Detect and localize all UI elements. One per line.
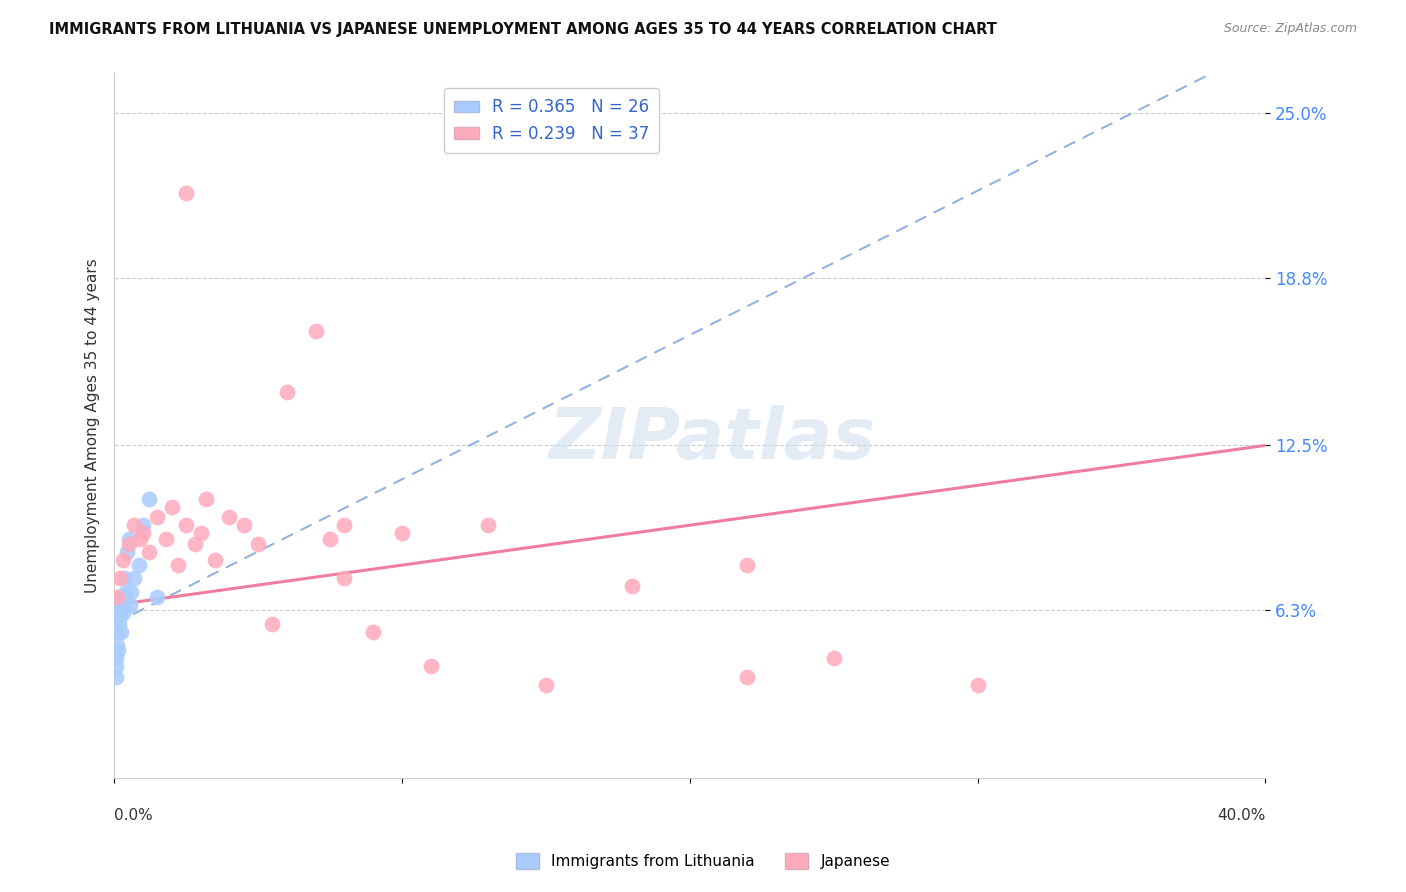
Point [174, 518, 197, 533]
Point [112, 571, 135, 585]
Point [105, 651, 128, 665]
Point [132, 526, 155, 541]
Point [117, 537, 139, 551]
Point [124, 571, 146, 585]
Point [146, 510, 169, 524]
Point [111, 598, 134, 612]
Point [184, 537, 207, 551]
Point [132, 518, 155, 533]
Point [107, 611, 129, 625]
Point [112, 590, 135, 604]
Point [111, 606, 134, 620]
Point [128, 558, 150, 573]
Point [204, 553, 226, 567]
Text: Source: ZipAtlas.com: Source: ZipAtlas.com [1223, 22, 1357, 36]
Text: 0.0%: 0.0% [114, 808, 153, 823]
Point [107, 643, 129, 657]
Point [737, 670, 759, 684]
Point [966, 678, 988, 692]
Point [190, 526, 212, 541]
Point [110, 590, 132, 604]
Point [195, 491, 218, 506]
Point [118, 598, 141, 612]
Point [107, 624, 129, 639]
Text: 40.0%: 40.0% [1218, 808, 1265, 823]
Point [823, 651, 845, 665]
Point [129, 532, 152, 546]
Point [114, 584, 136, 599]
Point [108, 616, 131, 631]
Point [218, 510, 240, 524]
Point [146, 590, 169, 604]
Point [737, 558, 759, 573]
Point [305, 324, 328, 338]
Point [247, 537, 270, 551]
Point [117, 532, 139, 546]
Point [333, 518, 356, 533]
Point [104, 659, 127, 673]
Point [166, 558, 188, 573]
Point [115, 545, 138, 559]
Point [105, 638, 128, 652]
Point [319, 532, 342, 546]
Text: ZIPatlas: ZIPatlas [550, 405, 876, 474]
Text: IMMIGRANTS FROM LITHUANIA VS JAPANESE UNEMPLOYMENT AMONG AGES 35 TO 44 YEARS COR: IMMIGRANTS FROM LITHUANIA VS JAPANESE UN… [49, 22, 997, 37]
Point [124, 518, 146, 533]
Point [276, 385, 298, 400]
Point [120, 584, 142, 599]
Y-axis label: Unemployment Among Ages 35 to 44 years: Unemployment Among Ages 35 to 44 years [86, 258, 100, 593]
Point [111, 553, 134, 567]
Point [333, 571, 356, 585]
Point [534, 678, 557, 692]
Point [419, 659, 441, 673]
Point [138, 545, 160, 559]
Point [160, 500, 183, 514]
Point [361, 624, 384, 639]
Point [105, 670, 128, 684]
Point [110, 624, 132, 639]
Point [477, 518, 499, 533]
Point [262, 616, 284, 631]
Point [108, 603, 131, 617]
Point [108, 571, 131, 585]
Point [621, 579, 644, 593]
Legend: Immigrants from Lithuania, Japanese: Immigrants from Lithuania, Japanese [510, 847, 896, 875]
Point [174, 186, 197, 200]
Point [138, 491, 160, 506]
Point [114, 598, 136, 612]
Point [105, 590, 128, 604]
Point [391, 526, 413, 541]
Legend: R = 0.365   N = 26, R = 0.239   N = 37: R = 0.365 N = 26, R = 0.239 N = 37 [444, 88, 659, 153]
Point [232, 518, 254, 533]
Point [155, 532, 177, 546]
